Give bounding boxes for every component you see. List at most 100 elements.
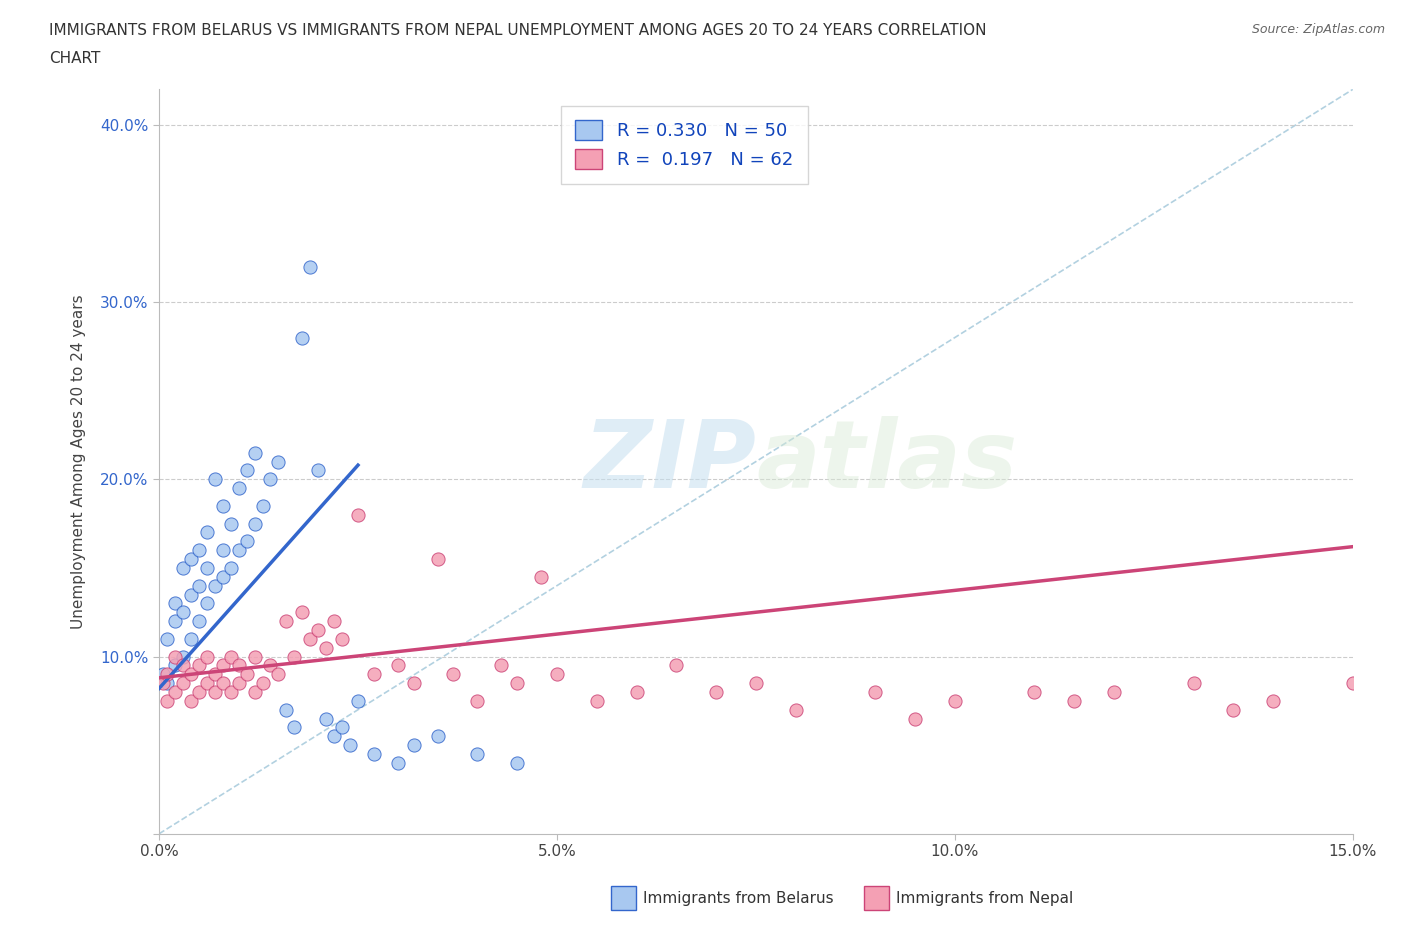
Point xyxy=(219,561,242,576)
Point xyxy=(172,676,194,691)
Point xyxy=(491,658,513,672)
Point xyxy=(330,631,353,646)
Point xyxy=(195,561,218,576)
Point xyxy=(156,667,179,682)
Point xyxy=(426,729,449,744)
Point xyxy=(195,649,218,664)
Point xyxy=(347,508,370,523)
Legend: R = 0.330   N = 50, R =  0.197   N = 62: R = 0.330 N = 50, R = 0.197 N = 62 xyxy=(561,106,807,183)
Point xyxy=(307,463,329,478)
Point xyxy=(665,658,688,672)
Point xyxy=(443,667,465,682)
Point xyxy=(267,667,290,682)
Point xyxy=(283,649,305,664)
Point xyxy=(243,516,266,531)
Point xyxy=(211,498,233,513)
Point xyxy=(243,649,266,664)
Point xyxy=(1341,676,1364,691)
Point xyxy=(323,614,346,629)
Point xyxy=(243,445,266,460)
Point xyxy=(163,658,186,672)
Point xyxy=(187,543,209,558)
Point xyxy=(152,676,174,691)
Point xyxy=(506,676,529,691)
Point xyxy=(172,658,194,672)
Point xyxy=(219,649,242,664)
Point xyxy=(745,676,768,691)
Point xyxy=(211,658,233,672)
Point xyxy=(204,684,226,699)
Point xyxy=(546,667,568,682)
Point xyxy=(211,676,233,691)
Point xyxy=(152,667,174,682)
Point xyxy=(291,330,314,345)
Y-axis label: Unemployment Among Ages 20 to 24 years: Unemployment Among Ages 20 to 24 years xyxy=(72,294,86,629)
Point xyxy=(204,578,226,593)
Point xyxy=(163,649,186,664)
Point xyxy=(156,694,179,709)
Point xyxy=(180,551,202,566)
Point xyxy=(904,711,927,726)
Point xyxy=(283,720,305,735)
Point xyxy=(467,694,489,709)
Point xyxy=(228,481,250,496)
Point xyxy=(172,561,194,576)
Text: Immigrants from Nepal: Immigrants from Nepal xyxy=(897,891,1074,906)
Point xyxy=(585,694,607,709)
Point xyxy=(1222,702,1244,717)
Point xyxy=(259,658,281,672)
Point xyxy=(195,525,218,540)
Point xyxy=(506,755,529,770)
Text: IMMIGRANTS FROM BELARUS VS IMMIGRANTS FROM NEPAL UNEMPLOYMENT AMONG AGES 20 TO 2: IMMIGRANTS FROM BELARUS VS IMMIGRANTS FR… xyxy=(49,23,987,38)
Point xyxy=(180,631,202,646)
Point xyxy=(219,516,242,531)
Point xyxy=(363,747,385,762)
Point xyxy=(163,614,186,629)
Point xyxy=(785,702,807,717)
Point xyxy=(467,747,489,762)
Point xyxy=(187,578,209,593)
Point xyxy=(180,694,202,709)
Point xyxy=(267,454,290,469)
Point xyxy=(219,684,242,699)
Point xyxy=(865,684,887,699)
Point xyxy=(387,658,409,672)
Point xyxy=(276,702,298,717)
Point xyxy=(1263,694,1285,709)
Point xyxy=(291,604,314,619)
Point xyxy=(1182,676,1205,691)
Point xyxy=(180,667,202,682)
Point xyxy=(195,676,218,691)
Point xyxy=(228,543,250,558)
Point xyxy=(204,667,226,682)
Point xyxy=(339,737,361,752)
Text: Immigrants from Belarus: Immigrants from Belarus xyxy=(644,891,834,906)
Point xyxy=(211,569,233,584)
Point xyxy=(187,614,209,629)
Point xyxy=(259,472,281,486)
Point xyxy=(156,676,179,691)
Point xyxy=(252,498,274,513)
Point xyxy=(402,676,425,691)
Point xyxy=(299,631,322,646)
Point xyxy=(163,684,186,699)
Text: atlas: atlas xyxy=(756,416,1017,508)
Text: ZIP: ZIP xyxy=(583,416,756,508)
Point xyxy=(1024,684,1046,699)
Point xyxy=(363,667,385,682)
Point xyxy=(387,755,409,770)
Point xyxy=(330,720,353,735)
Point xyxy=(402,737,425,752)
Point xyxy=(276,614,298,629)
Point xyxy=(307,622,329,637)
Point xyxy=(347,694,370,709)
Point xyxy=(187,658,209,672)
Point xyxy=(626,684,648,699)
Point xyxy=(1063,694,1085,709)
Point xyxy=(211,543,233,558)
Point xyxy=(530,569,553,584)
Point xyxy=(943,694,966,709)
Point xyxy=(235,534,257,549)
Point xyxy=(243,684,266,699)
Point xyxy=(163,596,186,611)
